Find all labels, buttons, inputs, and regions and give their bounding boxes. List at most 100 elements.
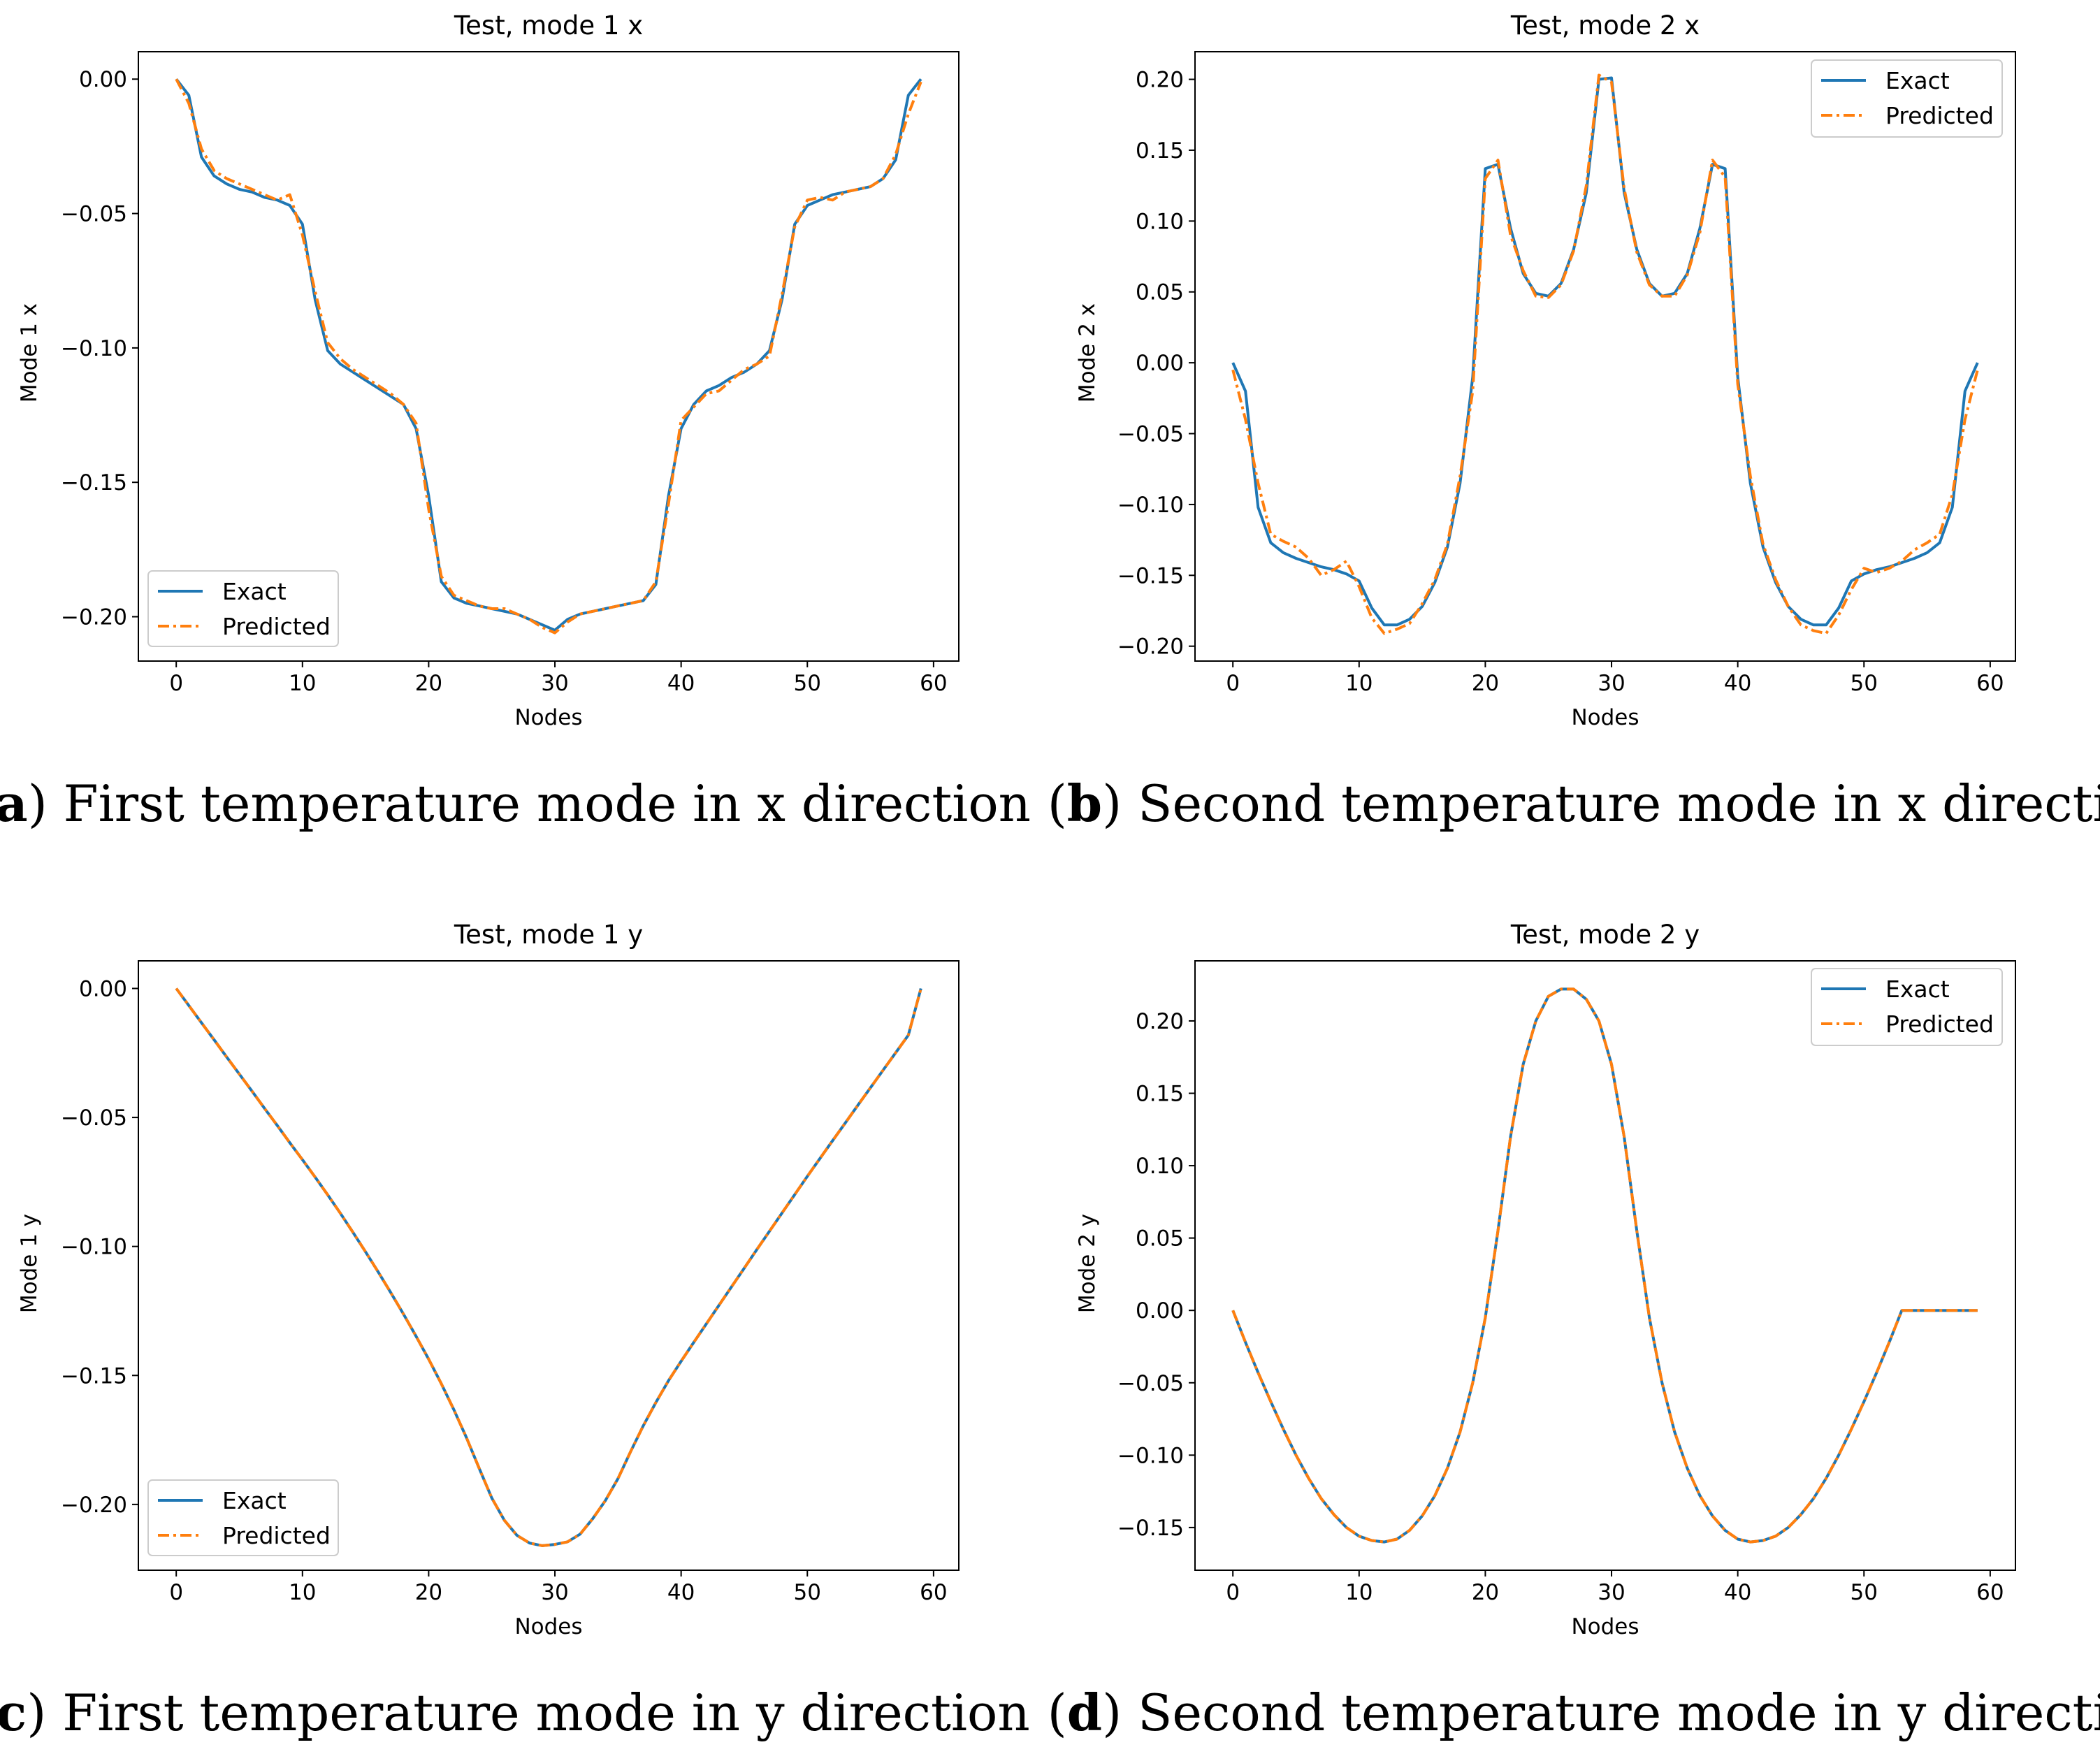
panel-a-x-tick-label: 10	[289, 671, 316, 696]
panel-b-x-tick-label: 10	[1345, 671, 1373, 696]
panel-d-x-tick-label: 40	[1724, 1580, 1751, 1605]
panel-a-legend: Exact Predicted	[147, 570, 339, 647]
panel-a-y-axis-label: Mode 1 x	[17, 303, 42, 403]
panel-c-y-tick-label: −0.15	[61, 1363, 127, 1389]
panel-c-x-tick-label: 60	[920, 1580, 947, 1605]
panel-d-x-tick-label: 0	[1226, 1580, 1240, 1605]
panel-b-x-tick-label: 0	[1226, 671, 1240, 696]
panel-c-x-tick-label: 40	[667, 1580, 695, 1605]
panel-b-title: Test, mode 2 x	[1510, 10, 1700, 41]
panel-d-y-tick-label: 0.00	[1136, 1298, 1184, 1324]
panel-d-x-tick-label: 20	[1472, 1580, 1499, 1605]
panel-d: Test, mode 2 y Nodes Mode 2 y (d) Second…	[1048, 920, 2100, 1742]
panel-a-y-tick-label: 0.00	[79, 67, 127, 92]
panel-b-x-axis-label: Nodes	[1571, 705, 1639, 730]
panel-c-y-tick-label: 0.00	[79, 977, 127, 1002]
panel-b-y-tick-label: −0.15	[1117, 563, 1184, 588]
panel-a-caption-text: First temperature mode in x direction	[64, 774, 1031, 833]
panel-c-legend-exact-label: Exact	[222, 1487, 287, 1514]
panel-c-caption-text: First temperature mode in y direction	[62, 1683, 1029, 1742]
panel-c-x-axis-label: Nodes	[514, 1614, 582, 1639]
panel-a-x-tick-label: 0	[169, 671, 183, 696]
panel-d-series-predicted-line	[1231, 987, 1978, 1544]
panel-a-legend-predicted-label: Predicted	[222, 613, 331, 640]
panel-d-y-tick-label: 0.05	[1136, 1226, 1184, 1252]
panel-b-y-tick-label: 0.10	[1136, 209, 1184, 234]
panel-d-x-tick-label: 50	[1851, 1580, 1878, 1605]
panel-b-caption-letter: b	[1067, 774, 1102, 833]
panel-d-legend-predicted-label: Predicted	[1885, 1010, 1994, 1038]
panel-a-series-predicted-line	[175, 78, 922, 635]
panel-a-title: Test, mode 1 x	[454, 10, 643, 41]
panel-a-x-axis-label: Nodes	[514, 705, 582, 730]
panel-a-x-tick-label: 40	[667, 671, 695, 696]
panel-a-caption: (a) First temperature mode in x directio…	[0, 774, 1031, 833]
panel-d-plot-frame	[1194, 960, 2016, 1571]
panel-b-y-tick-label: −0.10	[1117, 493, 1184, 518]
panel-d-y-tick-label: −0.10	[1117, 1443, 1184, 1468]
panel-c-plot-frame	[138, 960, 960, 1571]
panel-b-x-tick-label: 30	[1598, 671, 1625, 696]
panel-b-x-tick-label: 40	[1724, 671, 1751, 696]
panel-d-y-tick-label: 0.15	[1136, 1082, 1184, 1107]
panel-b: Test, mode 2 x Nodes Mode 2 x (b) Second…	[1048, 10, 2100, 833]
panel-b-x-tick-label: 20	[1472, 671, 1499, 696]
panel-b-y-tick-label: 0.15	[1136, 138, 1184, 164]
panel-b-y-axis-label: Mode 2 x	[1075, 303, 1100, 403]
panel-d-x-tick-label: 10	[1345, 1580, 1373, 1605]
panel-c-x-tick-label: 10	[289, 1580, 316, 1605]
panel-d-y-tick-label: −0.15	[1117, 1516, 1184, 1541]
panel-d-x-tick-label: 30	[1598, 1580, 1625, 1605]
panel-c-x-tick-label: 30	[541, 1580, 568, 1605]
panel-d-caption-text: Second temperature mode in y direction	[1138, 1683, 2100, 1742]
panel-b-y-tick-label: −0.20	[1117, 635, 1184, 660]
panel-a: Test, mode 1 x Nodes Mode 1 x (a) First …	[0, 10, 1031, 833]
panel-c-series-predicted-line	[175, 987, 922, 1547]
panel-b-series-predicted-line	[1231, 73, 1979, 635]
panel-b-y-tick-label: −0.05	[1117, 422, 1184, 447]
panel-c-x-tick-label: 20	[415, 1580, 442, 1605]
panel-d-caption-letter: d	[1067, 1683, 1102, 1742]
panel-d-y-tick-label: 0.20	[1136, 1009, 1184, 1034]
panel-c-legend-predicted-label: Predicted	[222, 1522, 331, 1549]
panel-d-x-tick-label: 60	[1976, 1580, 2004, 1605]
panel-a-y-tick-label: −0.05	[61, 202, 127, 227]
panel-a-plot-frame	[138, 51, 960, 662]
panel-a-y-tick-label: −0.10	[61, 336, 127, 361]
panel-b-plot-frame	[1194, 51, 2016, 662]
panel-b-caption-text: Second temperature mode in x direction	[1138, 774, 2100, 833]
panel-d-y-axis-label: Mode 2 y	[1075, 1214, 1100, 1313]
panel-d-caption: (d) Second temperature mode in y directi…	[1048, 1683, 2100, 1742]
panel-a-y-tick-label: −0.20	[61, 605, 127, 630]
panel-b-legend-predicted-label: Predicted	[1885, 102, 1994, 129]
panel-c-x-tick-label: 50	[794, 1580, 821, 1605]
panel-c-x-tick-label: 0	[169, 1580, 183, 1605]
panel-c-y-tick-label: −0.20	[61, 1493, 127, 1518]
panel-d-legend-exact-label: Exact	[1885, 976, 1950, 1003]
panel-d-title: Test, mode 2 y	[1510, 920, 1700, 950]
panel-a-y-tick-label: −0.15	[61, 470, 127, 495]
panel-b-caption: (b) Second temperature mode in x directi…	[1048, 774, 2100, 833]
panel-d-x-axis-label: Nodes	[1571, 1614, 1639, 1639]
panel-d-y-tick-label: 0.10	[1136, 1154, 1184, 1179]
panel-a-x-tick-label: 30	[541, 671, 568, 696]
panel-c-caption: (c) First temperature mode in y directio…	[0, 1683, 1030, 1742]
panel-a-x-tick-label: 20	[415, 671, 442, 696]
panel-b-legend-exact-label: Exact	[1885, 67, 1950, 94]
panel-b-y-tick-label: 0.00	[1136, 351, 1184, 376]
panel-a-x-tick-label: 50	[794, 671, 821, 696]
panel-b-x-tick-label: 60	[1976, 671, 2004, 696]
panel-d-y-tick-label: −0.05	[1117, 1371, 1184, 1396]
panel-c-y-tick-label: −0.10	[61, 1235, 127, 1260]
panel-d-legend: Exact Predicted	[1811, 968, 2003, 1046]
panel-c: Test, mode 1 y Nodes Mode 1 y (c) First …	[0, 920, 1030, 1742]
panel-a-x-tick-label: 60	[920, 671, 947, 696]
panel-c-caption-letter: c	[0, 1683, 27, 1742]
panel-a-legend-exact-label: Exact	[222, 578, 287, 605]
panel-c-legend: Exact Predicted	[147, 1479, 339, 1556]
panel-a-caption-letter: a	[0, 774, 28, 833]
panel-c-y-axis-label: Mode 1 y	[17, 1214, 42, 1313]
panel-b-legend: Exact Predicted	[1811, 59, 2003, 138]
